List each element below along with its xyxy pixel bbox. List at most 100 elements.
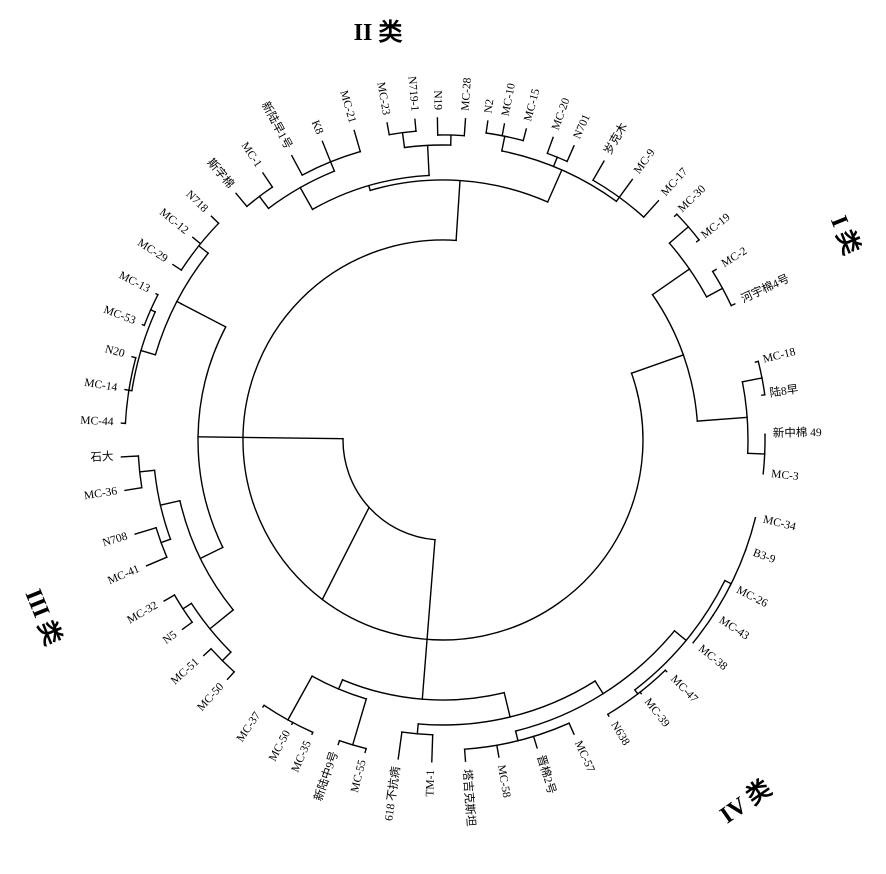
- branch-radial-26: [353, 129, 362, 153]
- branch-radial-139: [673, 629, 688, 642]
- leaf-label: 石大: [90, 449, 114, 464]
- branch-radial-84: [120, 455, 140, 458]
- branch-radial-83: [124, 486, 143, 492]
- leaf-label: MC-28: [460, 77, 474, 111]
- leaf-label: 新陆中9号: [311, 749, 341, 802]
- branch-radial-120: [568, 722, 575, 736]
- leaf-label: MC-12: [157, 206, 191, 236]
- leaf-label: MC-38: [696, 643, 730, 673]
- branch-radial-135: [633, 688, 639, 695]
- branch-radial-62: [455, 179, 461, 242]
- leaf-label: MC-32: [125, 599, 160, 626]
- branch-radial-144: [337, 678, 344, 690]
- branch-radial-18: [651, 268, 691, 296]
- branch-radial-123: [463, 748, 467, 762]
- group-label-1: I 类: [825, 212, 865, 260]
- branch-radial-81: [175, 300, 183, 305]
- branch-radial-58: [367, 184, 372, 192]
- branch-radial-86: [145, 556, 168, 567]
- leaf-label: MC-17: [659, 166, 690, 199]
- leaf-label: MC-3: [771, 468, 800, 483]
- branch-radial-54: [500, 135, 506, 152]
- leaf-label: MC-51: [169, 656, 202, 687]
- leaf-label: 岁克木: [601, 120, 631, 157]
- group-label-4: IV 类: [715, 774, 777, 829]
- branch-radial-45: [522, 128, 528, 142]
- branch-radial-75: [149, 308, 157, 313]
- branch-radial-117: [431, 734, 434, 763]
- leaf-label: 新陆早1号: [259, 99, 296, 151]
- leaf-label: K8: [309, 119, 325, 137]
- leaf-label: 河宇棉4号: [739, 271, 792, 306]
- branch-radial-37: [401, 131, 406, 149]
- branch-radial-59: [546, 169, 563, 203]
- branch-radial-101: [159, 499, 181, 507]
- leaf-label: 陆8早: [769, 382, 799, 400]
- branch-radial-7: [705, 287, 724, 298]
- branch-radial-95: [226, 670, 236, 681]
- branch-radial-44: [501, 123, 506, 137]
- branch-radial-22: [261, 172, 274, 189]
- leaf-label: TM-1: [424, 769, 437, 796]
- branch-radial-21: [235, 192, 248, 208]
- branch-radial-56: [615, 196, 621, 203]
- leaf-label: MC-57: [572, 739, 597, 774]
- branch-radial-50: [592, 160, 605, 182]
- leaf-label: MC-21: [337, 89, 358, 124]
- leaf-label: N20: [104, 343, 126, 360]
- leaf-label: MC-23: [374, 81, 392, 116]
- leaf-label: N19: [431, 90, 443, 110]
- leaf-label: 618 不抗病: [381, 765, 403, 822]
- branch-radial-102: [208, 608, 235, 630]
- leaf-label: MC-2: [720, 245, 750, 270]
- branch-arc-149: [342, 437, 436, 541]
- branch-radial-65: [191, 236, 202, 245]
- branch-radial-35: [463, 118, 467, 137]
- leaf-label: MC-26: [734, 584, 769, 610]
- branch-radial-142: [594, 680, 605, 695]
- leaf-label: MC-53: [102, 304, 138, 327]
- branch-radial-104: [180, 302, 227, 328]
- leaf-label: MC-55: [349, 758, 369, 793]
- leaf-label: N638: [608, 720, 632, 748]
- branch-radial-16: [746, 452, 766, 455]
- leaf-label: MC-20: [550, 96, 573, 132]
- leaf-label: MC-13: [117, 269, 152, 295]
- branch-radial-41: [426, 144, 430, 177]
- leaf-label: B3-9: [751, 547, 777, 566]
- branch-radial-6: [668, 225, 690, 245]
- leaf-label: MC-39: [642, 696, 672, 730]
- leaf-label: MC-34: [762, 514, 797, 534]
- branch-radial-52: [642, 199, 660, 219]
- branch-radial-31: [386, 122, 391, 136]
- branch-radial-98: [182, 602, 193, 610]
- leaf-label: N701: [571, 112, 592, 140]
- branch-radial-32: [414, 118, 417, 132]
- leaf-label: MC-47: [668, 673, 700, 705]
- leaf-label: MC-14: [83, 377, 118, 394]
- leaf-label: MC-43: [717, 614, 752, 642]
- branch-radial-64: [171, 263, 183, 272]
- leaf-label: MC-44: [80, 415, 114, 429]
- branch-radial-24: [290, 154, 304, 177]
- branch-radial-145: [503, 691, 511, 718]
- branch-radial-121: [532, 735, 538, 749]
- leaf-label: MC-10: [500, 82, 518, 117]
- branch-arc-42: [311, 174, 430, 211]
- leaf-label: N5: [161, 629, 180, 647]
- leaf-label: MC-58: [495, 764, 513, 799]
- branch-radial-105: [199, 546, 224, 560]
- branch-arc-63: [242, 239, 644, 641]
- leaf-label: N2: [483, 98, 497, 114]
- leaf-label: N708: [101, 530, 129, 549]
- branch-radial-25: [321, 140, 332, 163]
- leaf-label: N718: [183, 188, 210, 215]
- leaf-label: 新中棉 49: [773, 425, 822, 440]
- branch-radial-40: [299, 186, 314, 211]
- leaf-label: MC-30: [676, 183, 708, 215]
- group-label-3: III 类: [20, 585, 67, 650]
- dendrogram-branches: [120, 117, 766, 763]
- branch-radial-90: [160, 538, 172, 544]
- branch-radial-147: [197, 436, 344, 440]
